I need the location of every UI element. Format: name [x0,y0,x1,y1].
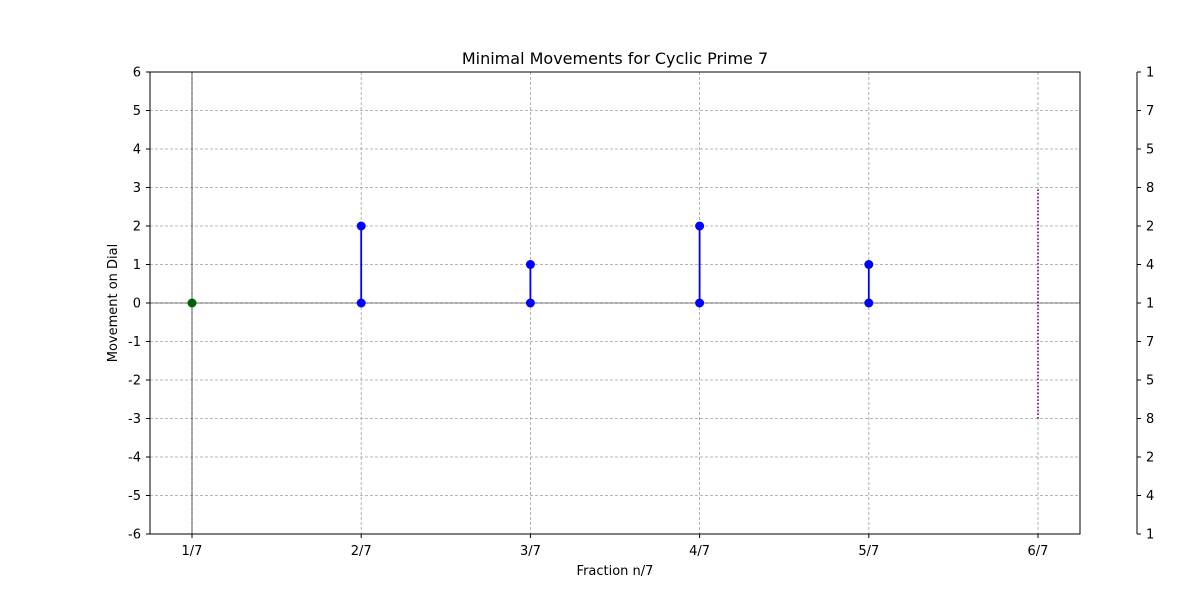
movement-end-point [864,260,874,269]
y-tick-label: 0 [133,297,141,312]
chart-title: Minimal Movements for Cyclic Prime 7 [462,49,768,68]
movement-start-point [864,298,874,308]
x-axis-label: Fraction n/7 [577,564,654,579]
y-tick-label: -3 [128,412,141,427]
x-axis-ticks: 1/7 2/7 3/7 4/7 5/7 6/7 [182,534,1049,559]
y-tick-label: 4 [133,143,141,158]
right-tick-label: 7 [1146,335,1154,350]
right-tick-label: 2 [1146,451,1154,466]
y-tick-label: 6 [133,66,141,81]
start-point [187,298,197,308]
movement-end-point [525,260,535,269]
y-tick-label: 1 [133,258,141,273]
x-tick-label: 3/7 [520,544,541,559]
y-tick-label: -5 [128,489,141,504]
right-tick-label: 2 [1146,220,1154,235]
movement-start-point [356,298,366,308]
y-tick-label: -4 [128,451,141,466]
x-tick-label: 2/7 [351,544,372,559]
right-tick-label: 5 [1146,143,1154,158]
x-tick-label: 6/7 [1028,544,1049,559]
movement-start-point [695,298,705,308]
right-tick-label: 5 [1146,374,1154,389]
right-tick-label: 1 [1146,528,1154,543]
movement-end-point [695,221,705,231]
x-tick-label: 4/7 [689,544,710,559]
y-tick-label: 3 [133,181,141,196]
right-tick-label: 8 [1146,412,1154,427]
data-marks [187,187,1039,419]
x-tick-label: 1/7 [182,544,203,559]
movement-start-point [525,298,535,308]
right-tick-label: 1 [1146,297,1154,312]
right-tick-label: 8 [1146,181,1154,196]
y-tick-label: -1 [128,335,141,350]
y-tick-label: 5 [133,104,141,119]
movement-end-point [356,221,366,231]
right-tick-label: 1 [1146,66,1154,81]
y-axis-ticks: -6 -5 -4 -3 -2 -1 0 1 2 3 4 5 6 [128,66,150,543]
right-axis-ticks: 1 4 2 8 5 7 1 4 2 8 5 7 1 [1137,66,1154,543]
right-tick-label: 4 [1146,489,1154,504]
y-tick-label: 2 [133,220,141,235]
reference-lines [150,72,1080,534]
y-axis-label: Movement on Dial [106,244,121,363]
right-tick-label: 7 [1146,104,1154,119]
y-tick-label: -6 [128,528,141,543]
x-tick-label: 5/7 [858,544,879,559]
y-tick-label: -2 [128,374,141,389]
right-tick-label: 4 [1146,258,1154,273]
